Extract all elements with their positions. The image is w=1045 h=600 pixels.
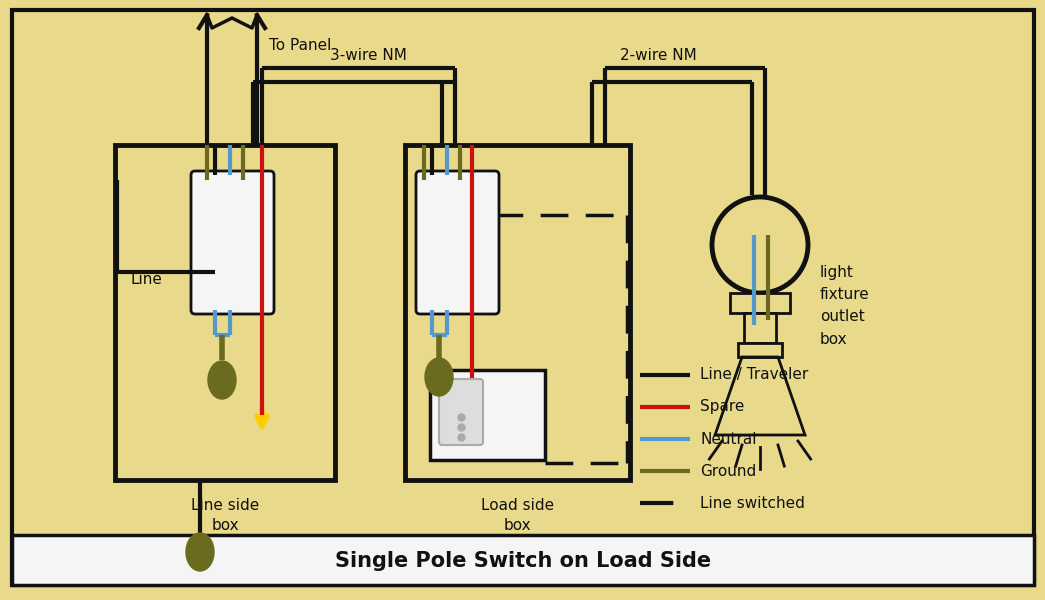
Text: Line switched: Line switched: [700, 496, 805, 511]
Bar: [11, 535, 1034, 585]
Text: Neutral: Neutral: [700, 431, 757, 446]
Text: 3-wire NM: 3-wire NM: [330, 47, 407, 62]
FancyBboxPatch shape: [439, 379, 483, 445]
FancyBboxPatch shape: [191, 171, 274, 314]
Text: Load side
box: Load side box: [481, 498, 554, 533]
Ellipse shape: [425, 358, 452, 396]
Bar: [738, 343, 782, 357]
Text: Line: Line: [130, 272, 162, 287]
Bar: [744, 313, 776, 343]
Text: Line / Traveler: Line / Traveler: [700, 367, 808, 383]
Text: light
fixture
outlet
box: light fixture outlet box: [820, 265, 869, 347]
Text: Single Pole Switch on Load Side: Single Pole Switch on Load Side: [335, 551, 711, 571]
FancyBboxPatch shape: [416, 171, 500, 314]
Ellipse shape: [186, 533, 214, 571]
Ellipse shape: [208, 361, 236, 399]
Bar: [429, 370, 545, 460]
Text: Ground: Ground: [700, 463, 757, 479]
Text: Line side
box: Line side box: [191, 498, 259, 533]
Text: To Panel: To Panel: [269, 37, 331, 52]
Text: Spare: Spare: [700, 400, 744, 415]
Bar: [405, 145, 630, 480]
Bar: [730, 293, 790, 313]
Bar: [115, 145, 335, 480]
Text: 2-wire NM: 2-wire NM: [620, 47, 697, 62]
